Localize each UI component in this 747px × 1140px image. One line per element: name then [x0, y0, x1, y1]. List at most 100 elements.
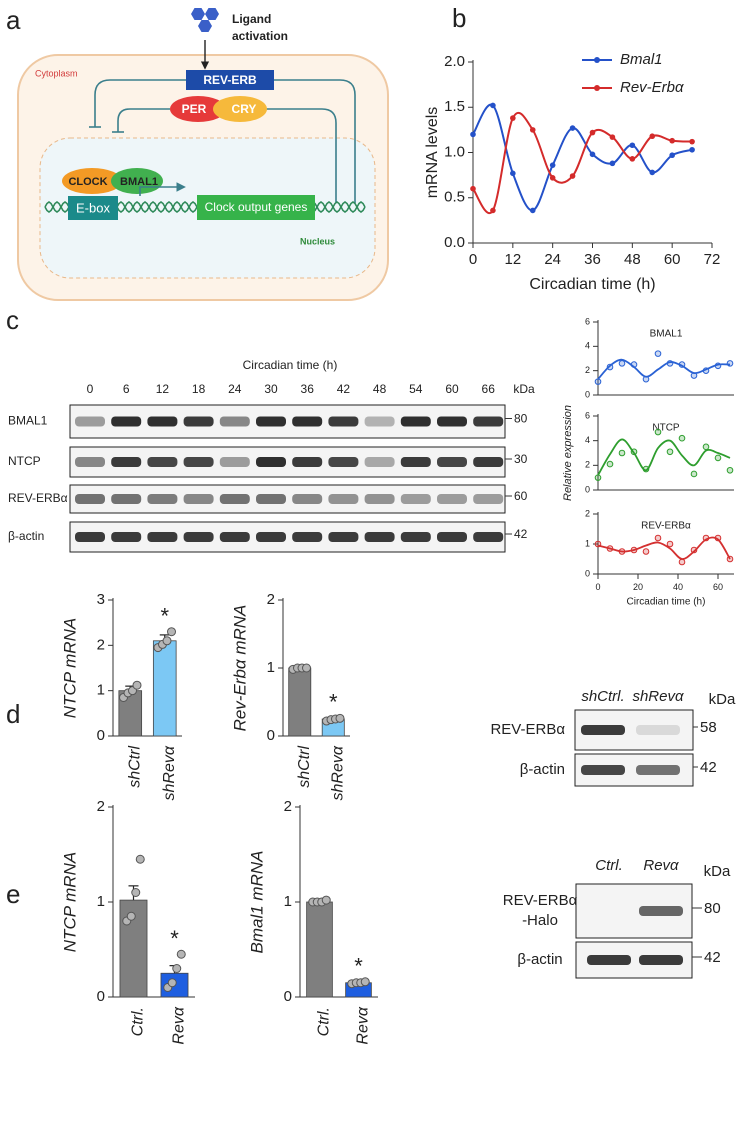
ebox-box [68, 196, 118, 220]
lane-label: shRevα [632, 688, 684, 705]
marker [669, 137, 675, 144]
blot-band [437, 532, 467, 542]
row-label: REV-ERBα [503, 892, 578, 909]
marker [689, 138, 695, 145]
x-tick-label: 40 [673, 582, 683, 592]
x-tick-label: 60 [713, 582, 723, 592]
data-point [132, 680, 142, 690]
y-tick-label: 6 [585, 316, 590, 326]
unit-label: kDa [709, 691, 736, 708]
marker [529, 127, 536, 133]
connector [274, 79, 356, 203]
blot-band [581, 765, 625, 775]
blot-band [147, 457, 178, 467]
y-axis-label: Bmal1 mRNA [247, 851, 266, 954]
clock-label: CLOCK [68, 176, 107, 188]
blot-band [183, 457, 214, 467]
marker [629, 156, 636, 162]
y-tick-label: 2 [284, 798, 292, 815]
point [594, 540, 602, 548]
y-tick-label: 4 [585, 341, 590, 351]
lane-label: 24 [228, 382, 242, 396]
point [654, 428, 662, 436]
size-label: 80 [514, 412, 528, 426]
point [606, 460, 614, 468]
point [642, 548, 650, 555]
blot-band [473, 532, 504, 542]
genes-label: Clock output genes [205, 200, 308, 214]
blot-band [292, 494, 323, 504]
y-tick-label: 1 [97, 682, 105, 699]
y-axis-label: Relative expression [562, 405, 574, 501]
x-tick-label: 0 [469, 251, 477, 268]
chart-title: REV-ERBα [641, 521, 691, 532]
ligand-icon [191, 8, 205, 20]
data-point [335, 713, 345, 723]
y-tick-label: 0 [97, 988, 105, 1005]
blot-band [400, 457, 431, 467]
y-tick-label: 2 [97, 636, 105, 653]
point [594, 474, 602, 481]
cry-label: CRY [232, 102, 257, 116]
legend-label: Bmal1 [620, 51, 663, 68]
blot-band [400, 532, 431, 542]
blot-band [473, 494, 504, 504]
data-point [321, 895, 331, 905]
point [630, 361, 638, 368]
ligand-icon [205, 8, 219, 20]
panel-label: c [6, 305, 19, 335]
y-tick-label: 0.0 [444, 234, 465, 251]
marker [569, 125, 576, 131]
blot-frame [69, 446, 506, 478]
x-tick-label: Ctrl. [130, 1007, 147, 1036]
point [654, 350, 662, 357]
marker [609, 134, 616, 140]
point [666, 540, 674, 548]
size-label: 58 [700, 719, 717, 736]
lane-label: shCtrl. [581, 688, 624, 705]
data-point [135, 854, 145, 864]
size-label: 42 [700, 759, 717, 776]
y-tick-label: 0 [97, 727, 105, 744]
y-tick-label: 0 [267, 727, 275, 744]
y-tick-label: 0 [585, 568, 590, 578]
y-tick-label: 0.5 [444, 189, 465, 206]
blot-band [364, 457, 395, 467]
row-label: β-actin [520, 761, 565, 778]
x-tick-label: 72 [704, 251, 721, 268]
point [654, 534, 662, 542]
blot-band [256, 457, 286, 467]
blot-band [219, 416, 250, 427]
marker [470, 185, 476, 192]
legend-label: Rev-Erbα [620, 79, 684, 96]
fit-line [597, 438, 731, 476]
lane-label: 18 [192, 382, 206, 396]
significance-mark: * [354, 954, 363, 979]
fit-line [597, 358, 731, 380]
y-tick-label: 0 [284, 988, 292, 1005]
row-label: REV-ERBα [8, 491, 68, 505]
point [630, 448, 638, 456]
chart-title: NTCP [652, 423, 680, 434]
unit-label: kDa [704, 863, 731, 880]
marker [689, 146, 695, 153]
x-tick-label: 36 [584, 251, 601, 268]
connector [265, 108, 337, 203]
point [690, 546, 698, 554]
blot-band [400, 494, 431, 504]
row-label: -Halo [522, 912, 558, 929]
line [472, 103, 693, 212]
point [618, 360, 626, 367]
lane-label: 12 [156, 382, 170, 396]
blot-band [256, 494, 286, 504]
marker [470, 131, 476, 138]
panel-label: a [6, 5, 21, 35]
blot-band [437, 416, 467, 427]
x-tick-label: 0 [595, 582, 600, 592]
bar [306, 901, 333, 998]
point [666, 448, 674, 456]
lane-label: 36 [301, 382, 315, 396]
cytoplasm-label: Cytoplasm [35, 68, 78, 78]
blot-band [587, 955, 631, 965]
point [594, 378, 602, 385]
